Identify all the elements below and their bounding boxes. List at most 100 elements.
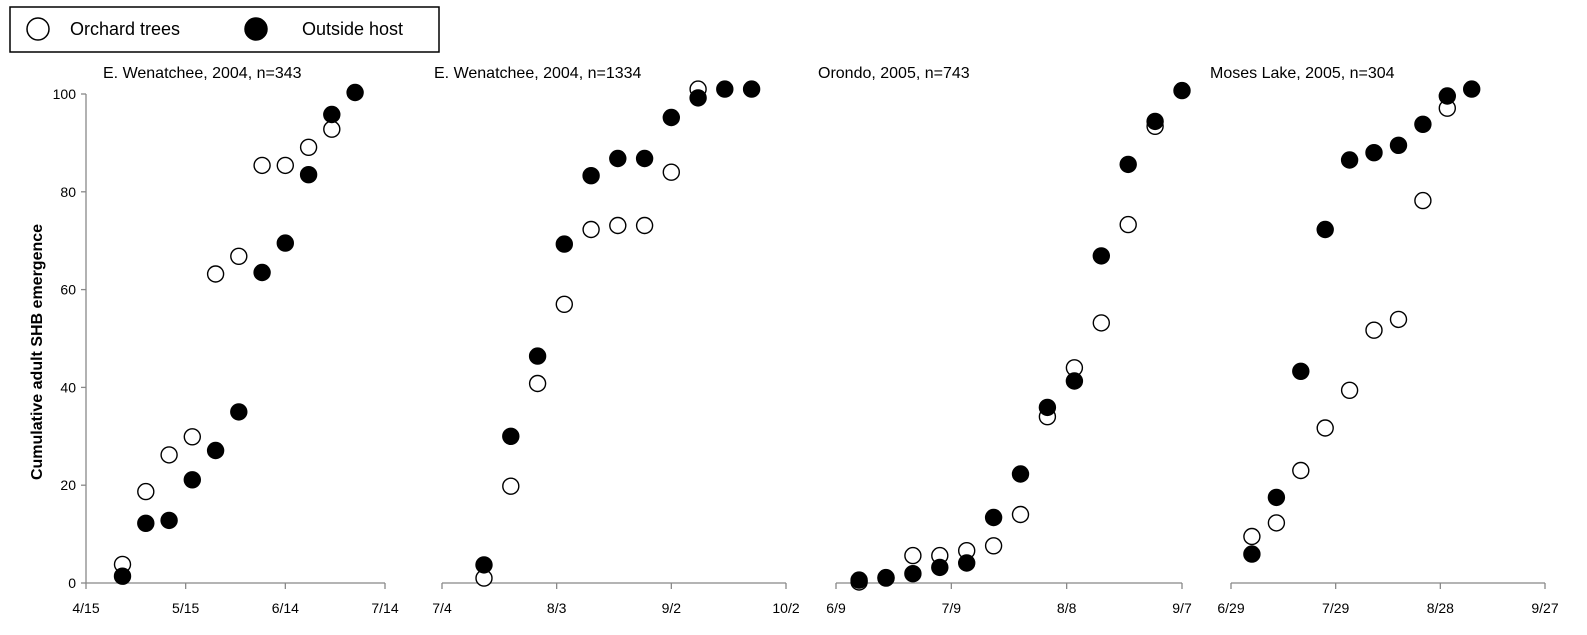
legend: Orchard trees Outside host	[9, 6, 440, 53]
outside-host-point	[984, 508, 1003, 527]
outside-host-point	[609, 149, 627, 168]
orchard-trees-point	[323, 120, 341, 138]
orchard-trees-point	[662, 163, 680, 181]
x-tick-label: 7/29	[1322, 600, 1349, 616]
legend-box	[9, 6, 440, 53]
legend-label-outside-host: Outside host	[302, 19, 403, 39]
series-outside-host	[1243, 80, 1481, 563]
outside-host-point	[1292, 362, 1310, 380]
x-tick-label: 8/3	[547, 600, 567, 616]
outside-host-point	[502, 427, 520, 445]
orchard-trees-point	[502, 477, 520, 495]
outside-host-point	[1243, 545, 1261, 563]
x-tick-label: 6/9	[826, 600, 846, 616]
panel-title: E. Wenatchee, 2004, n=343	[103, 65, 302, 82]
outside-host-point	[1462, 80, 1481, 98]
orchard-trees-point	[1267, 514, 1286, 532]
outside-host-point	[183, 471, 202, 489]
orchard-trees-point	[1292, 461, 1310, 480]
orchard-trees-point	[1340, 381, 1359, 399]
outside-host-point	[1065, 372, 1084, 390]
panel-title: Moses Lake, 2005, n=304	[1210, 65, 1395, 82]
orchard-trees-point	[1365, 321, 1383, 339]
outside-host-point	[689, 89, 707, 107]
outside-host-point	[1092, 247, 1111, 265]
panel-title: E. Wenatchee, 2004, n=1334	[434, 65, 642, 82]
outside-host-point	[346, 83, 364, 102]
outside-host-point	[299, 165, 318, 184]
outside-host-point	[742, 80, 761, 98]
orchard-trees-point	[1414, 191, 1432, 210]
orchard-trees-point	[1389, 310, 1408, 329]
orchard-trees-point	[206, 265, 225, 283]
outside-host-point	[635, 149, 654, 168]
outside-host-point	[716, 80, 734, 98]
series-outside-host	[475, 80, 761, 574]
orchard-trees-point	[609, 216, 627, 235]
outside-host-point	[958, 554, 976, 572]
orchard-trees-point	[299, 138, 318, 157]
outside-host-point	[1173, 81, 1191, 100]
x-tick-label: 4/15	[72, 600, 99, 616]
outside-host-point	[1365, 143, 1383, 162]
outside-host-point	[662, 108, 680, 127]
outside-host-point	[1267, 488, 1286, 507]
outside-host-point	[931, 558, 949, 577]
outside-host-point	[555, 235, 573, 253]
orchard-trees-point	[183, 428, 202, 446]
y-axis: 0 20 40 60 80 100	[53, 86, 87, 591]
orchard-trees-point	[1119, 215, 1137, 234]
outside-host-point	[1146, 112, 1164, 131]
x-tick-label: 7/14	[371, 600, 398, 616]
outside-host-point	[113, 567, 132, 585]
x-tick-label: 8/28	[1427, 600, 1454, 616]
orchard-trees-point	[904, 546, 922, 565]
y-tick-label: 60	[60, 282, 76, 298]
outside-host-point	[850, 571, 868, 589]
orchard-trees-point	[555, 295, 573, 313]
x-tick-label: 6/14	[272, 600, 299, 616]
orchard-trees-point	[253, 156, 271, 175]
series-orchard-trees	[850, 117, 1164, 591]
x-tick-label: 5/15	[172, 600, 199, 616]
panel-1: E. Wenatchee, 2004, n=343 4/15 5/15 6/14 7/1…	[72, 65, 398, 616]
outside-host-point	[323, 105, 341, 124]
outside-host-point	[904, 565, 922, 583]
panel-2: E. Wenatchee, 2004, n=1334 7/4 8/3 9/2 10/2	[432, 65, 800, 616]
orchard-trees-point	[984, 537, 1003, 555]
y-tick-label: 40	[60, 379, 76, 395]
series-outside-host	[113, 83, 364, 585]
series-orchard-trees	[475, 80, 707, 587]
y-tick-label: 80	[60, 184, 76, 200]
series-outside-host	[850, 81, 1191, 589]
orchard-trees-point	[1092, 314, 1111, 332]
legend-label-orchard-trees: Orchard trees	[70, 19, 180, 39]
orchard-trees-point	[582, 220, 600, 239]
orchard-trees-point	[1316, 419, 1334, 437]
orchard-trees-point	[230, 247, 248, 265]
outside-host-point	[276, 234, 294, 252]
x-tick-label: 9/27	[1531, 600, 1558, 616]
x-tick-label: 6/29	[1217, 600, 1244, 616]
outside-host-point	[1438, 87, 1457, 105]
outside-host-point	[1038, 398, 1057, 417]
orchard-trees-point	[1243, 527, 1261, 546]
orchard-trees-point	[137, 482, 155, 501]
x-tick-label: 7/9	[942, 600, 962, 616]
outside-host-point	[1316, 220, 1334, 239]
outside-host-point	[230, 403, 248, 421]
outside-host-point	[1011, 465, 1030, 483]
series-orchard-trees	[1243, 99, 1457, 546]
x-tick-label: 9/2	[662, 600, 682, 616]
panel-3: Orondo, 2005, n=743 6/9 7/9 8/8 9/7	[818, 65, 1192, 616]
outside-host-point	[475, 556, 493, 574]
y-tick-label: 0	[68, 575, 76, 591]
x-tick-label: 7/4	[432, 600, 452, 616]
x-tick-label: 9/7	[1172, 600, 1192, 616]
y-tick-label: 100	[53, 86, 77, 102]
x-tick-label: 10/2	[772, 600, 799, 616]
series-orchard-trees	[113, 120, 341, 574]
legend-marker-outside-host	[244, 17, 268, 41]
panels: E. Wenatchee, 2004, n=343 4/15 5/15 6/14 7/1…	[72, 65, 1558, 616]
y-tick-label: 20	[60, 477, 76, 493]
